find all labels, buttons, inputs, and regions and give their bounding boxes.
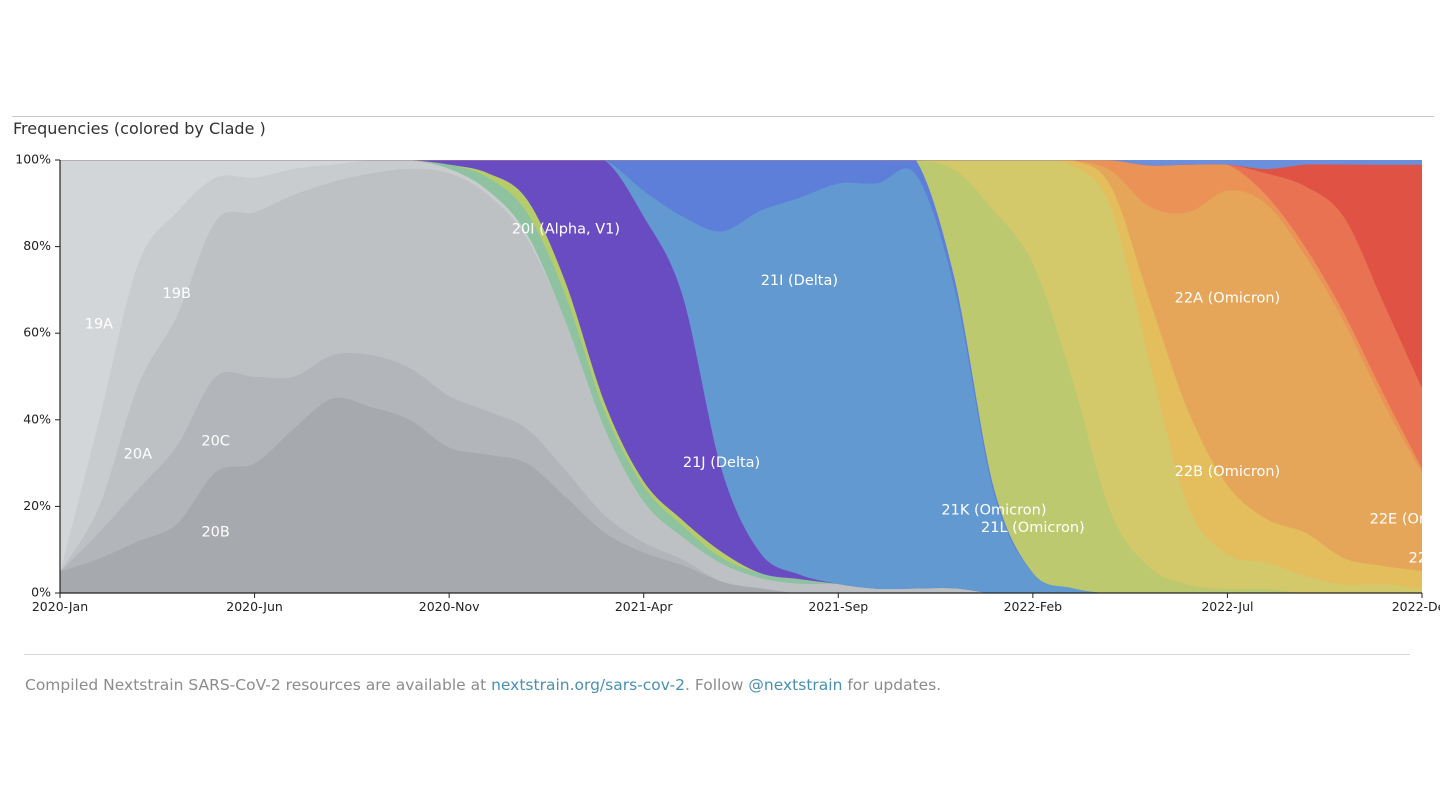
- chart-title: Frequencies (colored by Clade ): [13, 119, 266, 138]
- area-label: 22E (Omicron): [1370, 511, 1440, 527]
- x-tick-label: 2020-Nov: [419, 599, 480, 614]
- area-22a-omicron[interactable]: [60, 158, 1422, 589]
- area-label: 22A (Omicron): [1175, 291, 1281, 307]
- footer-middle: . Follow: [685, 676, 749, 694]
- area-label: 22B (Omicron): [1175, 464, 1281, 480]
- area-21k-omicron[interactable]: [60, 151, 1422, 593]
- area-label: 21I (Delta): [761, 273, 838, 289]
- y-tick-label: 0%: [31, 585, 51, 600]
- area-22f-omicron[interactable]: [60, 160, 1422, 388]
- area-label: 20B: [201, 524, 229, 540]
- area-20i-alpha-v1[interactable]: [60, 156, 1422, 594]
- x-tick-label: 2021-Apr: [615, 599, 674, 614]
- y-tick-label: 80%: [23, 238, 51, 253]
- nextstrain-handle-link[interactable]: @nextstrain: [748, 676, 843, 694]
- top-divider: [12, 116, 1434, 117]
- area-labels: 19A 19B 20A 20C 20B 20I (Alpha, V1) 21I (Delta…: [85, 221, 1440, 566]
- area-label: 20C: [201, 433, 230, 449]
- area-label: 20A: [124, 446, 152, 462]
- nextstrain-sars-cov-2-link[interactable]: nextstrain.org/sars-cov-2: [491, 676, 685, 694]
- footer-suffix: for updates.: [842, 676, 942, 694]
- area-21m-omicron[interactable]: [60, 160, 1422, 170]
- area-label: 19A: [85, 317, 113, 333]
- y-tick-label: 60%: [23, 325, 51, 340]
- x-tick-label: 2022-Dec: [1392, 599, 1440, 614]
- area-label: 22F: [1409, 550, 1436, 566]
- footer-text: Compiled Nextstrain SARS-CoV-2 resources…: [25, 676, 941, 694]
- x-tick-label: 2022-Feb: [1004, 599, 1063, 614]
- area-label: 19B: [163, 286, 191, 302]
- y-tick-label: 20%: [23, 498, 51, 513]
- area-label: 21K (Omicron): [941, 503, 1046, 519]
- stacked-areas: [60, 151, 1422, 594]
- area-label: 20I (Alpha, V1): [512, 221, 620, 237]
- area-22e-omicron[interactable]: [60, 160, 1422, 469]
- x-tick-label: 2020-Jan: [32, 599, 88, 614]
- y-tick-label: 40%: [23, 411, 51, 426]
- area-label: 21J (Delta): [683, 455, 760, 471]
- area-label: 21L (Omicron): [981, 520, 1085, 536]
- x-tick-label: 2021-Sep: [808, 599, 868, 614]
- y-tick-label: 100%: [15, 152, 51, 167]
- x-tick-label: 2020-Jun: [226, 599, 283, 614]
- footer-prefix: Compiled Nextstrain SARS-CoV-2 resources…: [25, 676, 492, 694]
- x-tick-label: 2022-Jul: [1201, 599, 1253, 614]
- footer-divider: [24, 654, 1410, 655]
- frequencies-chart: 19A 19B 20A 20C 20B 20I (Alpha, V1) 21I (Delta…: [15, 151, 1440, 615]
- axes: 0% 20% 40% 60% 80% 100% 2020-Jan 2020-Jun 2020-N…: [15, 152, 1440, 615]
